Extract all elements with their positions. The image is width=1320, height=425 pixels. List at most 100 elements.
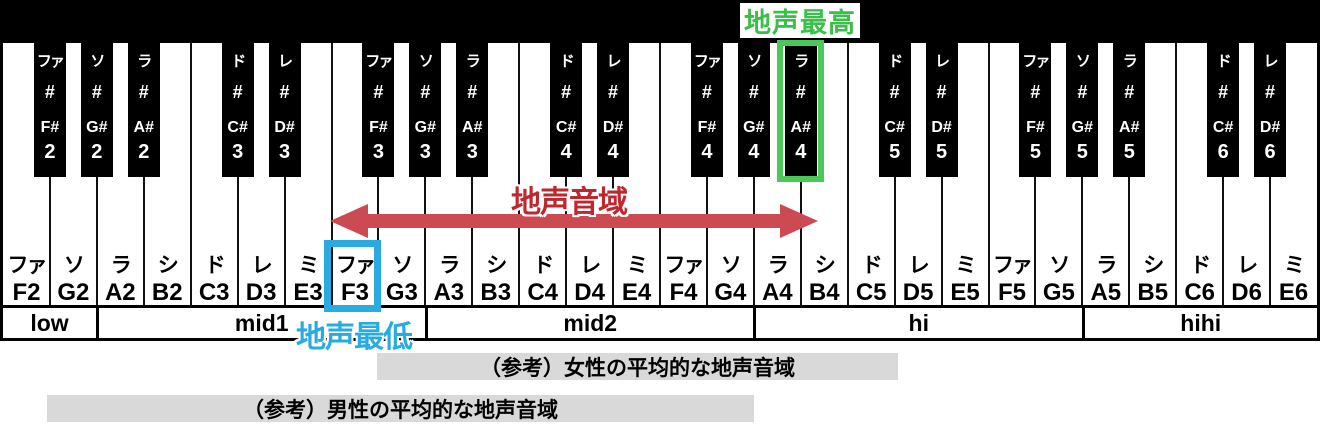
black-key-label: ラ xyxy=(137,53,152,70)
white-key-name: B2 xyxy=(151,279,183,306)
white-key-B3: シ B3 xyxy=(472,43,519,308)
white-key-E5: ミ E5 xyxy=(942,43,989,308)
white-key-G2: ソ G2 xyxy=(50,43,97,308)
white-key-name: C3 xyxy=(198,279,230,306)
female-average-range-bar: （参考）女性の平均的な地声音域 xyxy=(377,353,898,380)
black-key-label: # xyxy=(936,82,947,102)
black-key-label: G# xyxy=(743,119,765,136)
black-key-label: 6 xyxy=(1264,141,1276,163)
white-key-name: C4 xyxy=(527,279,558,306)
black-key-label: # xyxy=(91,82,102,102)
black-key-label: # xyxy=(701,82,712,102)
white-key-kana: レ xyxy=(580,254,601,277)
black-key-label: # xyxy=(373,82,384,102)
black-key-label: # xyxy=(1218,82,1229,102)
black-key-label: 5 xyxy=(1029,141,1041,163)
octave-section-hihi: hihi xyxy=(1081,308,1318,338)
black-key-label: 2 xyxy=(44,141,56,163)
black-key-label: 6 xyxy=(1217,141,1229,163)
lowest-note-box xyxy=(324,240,381,312)
white-key-kana: ミ xyxy=(955,254,977,277)
white-key-name: F2 xyxy=(12,279,41,306)
white-key-kana: ラ xyxy=(439,254,460,277)
black-key-A#2: ラ # A# 2 xyxy=(127,43,160,177)
black-key-label: D# xyxy=(274,119,295,136)
white-key-name: E5 xyxy=(950,279,980,306)
white-key-kana: レ xyxy=(908,254,930,277)
white-key-kana: ファ xyxy=(664,254,704,277)
lowest-note-label: 地声最低 xyxy=(296,321,413,354)
white-key-kana: ラ xyxy=(1096,254,1117,277)
chest-voice-range-arrow xyxy=(330,204,818,238)
black-key-G#5: ソ # G# 5 xyxy=(1066,43,1099,177)
white-key-name: B3 xyxy=(480,279,512,306)
male-average-range-bar: （参考）男性の平均的な地声音域 xyxy=(47,395,754,422)
black-key-G#4: ソ # G# 4 xyxy=(737,43,770,177)
black-key-label: # xyxy=(279,82,290,102)
white-key-B5: シ B5 xyxy=(1129,43,1176,308)
black-key-label: # xyxy=(138,82,149,102)
black-key-label: A# xyxy=(462,119,483,136)
white-key-name: D4 xyxy=(574,279,605,306)
white-key-A5: ラ A5 xyxy=(1082,43,1129,308)
black-key-label: ソ xyxy=(747,53,762,70)
black-key-label: ソ xyxy=(418,53,434,70)
white-key-name: B4 xyxy=(808,279,840,306)
key-divider xyxy=(518,43,521,308)
black-key-label: # xyxy=(420,82,431,102)
black-key-label: ラ xyxy=(1122,53,1138,70)
black-key-C#5: ド # C# 5 xyxy=(878,43,911,177)
white-key-kana: ラ xyxy=(767,254,789,277)
black-key-label: 4 xyxy=(560,141,572,163)
white-key-name: G5 xyxy=(1042,279,1075,306)
white-key-E3: ミ E3 xyxy=(285,43,332,308)
octave-range-row: low mid1 mid2 hi hihi xyxy=(3,305,1317,338)
black-key-label: 3 xyxy=(419,141,431,163)
white-key-F3: ファ F3 xyxy=(332,43,379,308)
black-key-label: 3 xyxy=(466,141,478,163)
white-key-kana: ド xyxy=(861,254,883,277)
black-key-label: 4 xyxy=(748,141,760,163)
white-key-name: F3 xyxy=(340,279,369,306)
black-key-label: # xyxy=(232,82,243,102)
white-key-A2: ラ A2 xyxy=(97,43,144,308)
white-key-kana: シ xyxy=(814,254,836,277)
black-key-A#5: ラ # A# 5 xyxy=(1113,43,1146,177)
white-key-C5: ド C5 xyxy=(848,43,895,308)
white-key-D3: レ D3 xyxy=(238,43,285,308)
white-key-kana: シ xyxy=(486,254,507,277)
octave-section-hi: hi xyxy=(753,308,1082,338)
keyboard-top-strip xyxy=(3,3,1317,43)
black-key-C#3: ド # C# 3 xyxy=(221,43,254,177)
white-key-name: D3 xyxy=(245,279,277,306)
octave-section-mid1: mid1 xyxy=(96,308,425,338)
black-key-label: 3 xyxy=(232,141,244,163)
black-key-label: D# xyxy=(1259,119,1281,136)
white-key-G5: ソ G5 xyxy=(1035,43,1082,308)
black-key-label: F# xyxy=(369,119,388,136)
black-key-label: ド xyxy=(559,53,575,70)
key-divider xyxy=(846,43,849,308)
white-key-C4: ド C4 xyxy=(519,43,566,308)
black-key-D#3: レ # D# 3 xyxy=(268,43,301,177)
black-key-label: ファ xyxy=(1022,53,1050,70)
white-key-name: C5 xyxy=(855,279,887,306)
black-key-G#2: ソ # G# 2 xyxy=(80,43,113,177)
black-key-label: F# xyxy=(697,119,717,136)
white-key-name: A2 xyxy=(104,279,136,306)
black-key-label: 5 xyxy=(936,141,948,163)
white-key-kana: ド xyxy=(533,254,554,277)
white-key-name: D6 xyxy=(1231,279,1262,306)
white-key-kana: ラ xyxy=(110,254,132,277)
white-key-F5: ファ F5 xyxy=(989,43,1036,308)
black-key-label: G# xyxy=(1071,119,1094,136)
black-key-label: # xyxy=(1030,82,1041,102)
black-key-label: ラ xyxy=(465,53,481,70)
white-key-kana: ソ xyxy=(720,254,742,277)
black-key-label: ド xyxy=(231,53,246,70)
white-key-name: A5 xyxy=(1090,279,1122,306)
black-key-label: F# xyxy=(1026,119,1045,136)
black-key-label: # xyxy=(748,82,759,102)
white-key-G3: ソ G3 xyxy=(378,43,425,308)
white-key-name: G4 xyxy=(714,279,747,306)
